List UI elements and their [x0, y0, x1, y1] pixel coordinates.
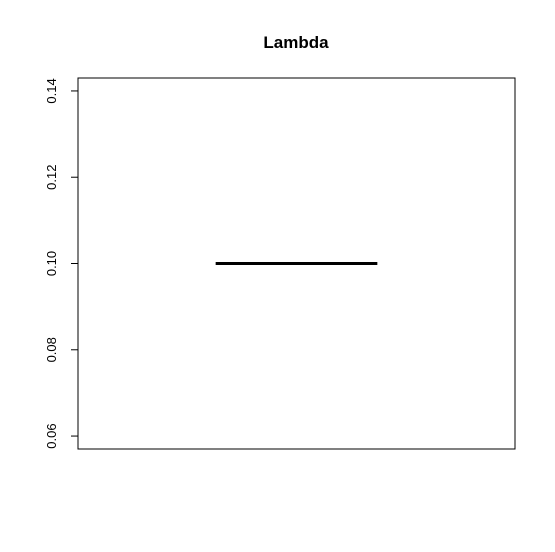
- y-tick-label: 0.08: [44, 337, 59, 362]
- y-tick-label: 0.14: [44, 78, 59, 103]
- y-axis: 0.06 0.08 0.10 0.12 0.14: [44, 78, 79, 449]
- y-tick-label: 0.12: [44, 165, 59, 190]
- y-tick-label: 0.06: [44, 423, 59, 448]
- y-tick-label: 0.10: [44, 251, 59, 276]
- chart-title: Lambda: [263, 33, 329, 52]
